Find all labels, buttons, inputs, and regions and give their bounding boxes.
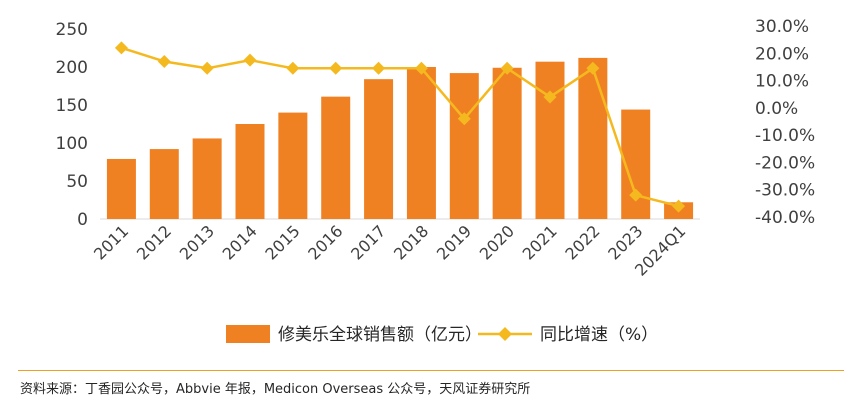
y-right-tick-label: -10.0%: [755, 126, 815, 146]
y-right-tick-label: 20.0%: [755, 44, 809, 64]
x-tick-label: 2019: [433, 221, 475, 263]
line-point: [543, 90, 557, 104]
x-tick-label: 2011: [90, 221, 132, 263]
bar: [149, 149, 179, 219]
x-tick-label: 2018: [390, 221, 432, 263]
legend-label-bar: 修美乐全球销售额（亿元）: [278, 325, 482, 345]
line-point: [672, 199, 686, 213]
x-tick-label: 2017: [347, 221, 389, 263]
combo-chart: 0 50 100 150 200 250 30.0% 20.0% 10.0% 0.0% -10.0%…: [56, 17, 816, 345]
y-left-tick-label: 250: [56, 20, 88, 40]
bar: [492, 67, 522, 219]
line-point: [114, 41, 128, 55]
x-tick-label: 2015: [261, 221, 303, 263]
divider-line: [18, 370, 844, 371]
line-point: [157, 54, 171, 68]
y-right-tick-label: 0.0%: [755, 99, 798, 119]
y-right-tick-label: 30.0%: [755, 17, 809, 37]
legend-label-line: 同比增速（%）: [540, 325, 658, 345]
bar: [321, 96, 351, 219]
line-point: [414, 61, 428, 75]
line-point: [243, 53, 257, 67]
bar: [406, 67, 436, 219]
x-tick-label: 2012: [133, 221, 175, 263]
bar: [535, 61, 565, 220]
legend-line-marker: [498, 327, 512, 341]
line-point: [286, 61, 300, 75]
legend-bar-swatch: [226, 325, 270, 343]
source-note: 资料来源：丁香园公众号，Abbvie 年报，Medicon Overseas 公…: [20, 382, 531, 397]
line-point: [457, 112, 471, 126]
bar: [578, 57, 608, 219]
line-point: [200, 61, 214, 75]
x-tick-label: 2021: [519, 221, 561, 263]
bar: [449, 73, 479, 219]
x-tick-label: 2020: [476, 221, 518, 263]
y-left-tick-label: 0: [77, 210, 88, 230]
bar: [192, 138, 222, 219]
x-tick-label: 2014: [219, 221, 261, 263]
x-tick-label: 2022: [561, 221, 603, 263]
x-tick-label: 2016: [304, 221, 346, 263]
bar: [364, 79, 394, 219]
line-point: [329, 61, 343, 75]
line-point: [372, 61, 386, 75]
y-right-tick-label: -30.0%: [755, 181, 815, 201]
bar: [278, 112, 308, 219]
y-left-tick-label: 50: [66, 172, 88, 192]
y-right-tick-label: -40.0%: [755, 208, 815, 228]
y-left-tick-label: 200: [56, 58, 88, 78]
bar: [106, 158, 136, 219]
y-left-tick-label: 150: [56, 96, 88, 116]
y-right-tick-label: -20.0%: [755, 153, 815, 173]
bar: [235, 124, 265, 219]
growth-line: [121, 46, 679, 208]
line-point: [629, 188, 643, 202]
y-left-tick-label: 100: [56, 134, 88, 154]
line-point: [586, 61, 600, 75]
y-right-tick-label: 10.0%: [755, 72, 809, 92]
x-tick-label: 2013: [176, 221, 218, 263]
line-point: [500, 61, 514, 75]
